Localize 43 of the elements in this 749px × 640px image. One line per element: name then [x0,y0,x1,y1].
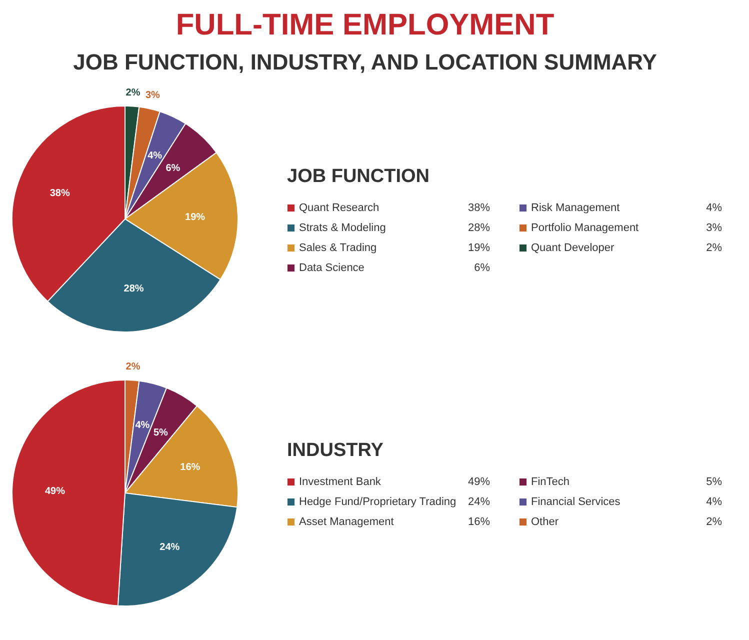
chart-subtitle: JOB FUNCTION, INDUSTRY, AND LOCATION SUMMARY [73,49,658,74]
chart-title: FULL-TIME EMPLOYMENT [176,8,554,42]
legend-label: Strats & Modeling [299,222,386,234]
data-label: 16% [180,462,200,474]
data-label: 5% [153,428,168,439]
data-label: 2% [126,361,140,372]
data-label: 4% [148,150,162,162]
legend-label: Asset Management [299,516,394,528]
text: 3% [706,222,722,234]
data-label: 3% [145,90,160,102]
data-label: 28% [124,284,144,295]
text: 28% [468,222,490,234]
text: 6% [474,262,490,274]
text: 2% [706,242,722,254]
legend-title: JOB FUNCTION [287,166,430,187]
data-label: 4% [135,420,150,432]
legend-label: Data Science [299,262,364,274]
text: 4% [706,496,722,508]
data-label: 19% [185,212,206,223]
data-label: 6% [166,162,180,174]
legend-title: INDUSTRY [287,440,384,461]
text: 38% [468,202,490,214]
text: 4% [706,202,722,214]
data-label: 49% [44,486,66,497]
legend-label: Investment Bank [299,476,382,488]
legend-label: Other [531,516,559,528]
data-label: 24% [160,542,180,553]
legend-label: Quant Research [299,202,380,214]
legend-label: FinTech [531,476,570,488]
data-label: 38% [50,188,70,200]
legend-label: Quant Developer [531,242,614,254]
text: 49% [468,476,490,488]
legend-label: Financial Services [531,496,621,508]
text: 2% [706,516,722,528]
legend-label: Hedge Fund/Proprietary Trading [299,496,456,508]
data-label: 2% [126,87,140,98]
text: 5% [706,476,722,488]
text: 24% [468,496,490,508]
text: 16% [468,516,490,528]
legend-label: Sales & Trading [299,242,377,254]
legend-label: Risk Management [531,202,620,214]
text: 19% [468,242,490,254]
legend-label: Portfolio Management [531,222,639,234]
